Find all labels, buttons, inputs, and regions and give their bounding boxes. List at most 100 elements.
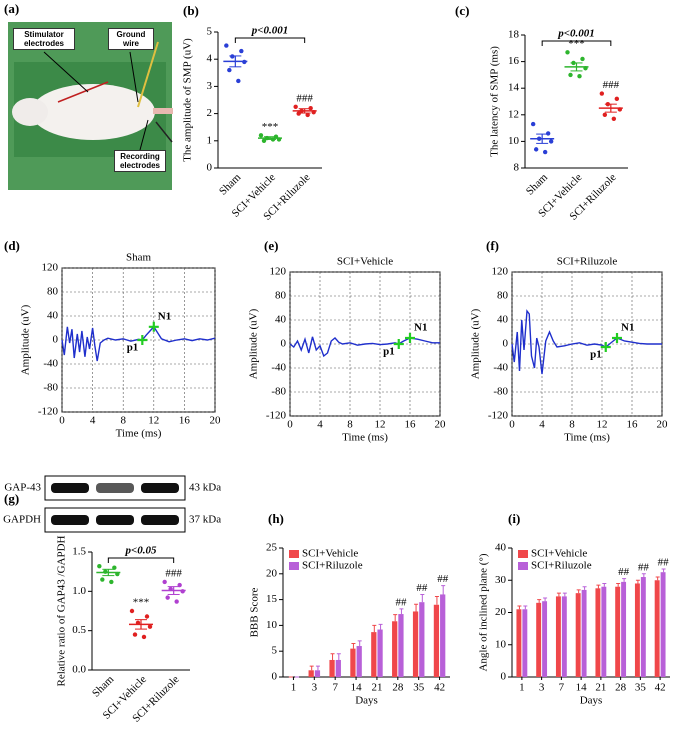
panel-label: (h)	[268, 511, 284, 526]
bar	[335, 659, 341, 677]
x-tick-label: 12	[148, 415, 159, 427]
panel-label: (i)	[508, 511, 520, 526]
error-bar	[309, 665, 314, 671]
tail	[153, 108, 173, 114]
data-point	[132, 632, 138, 637]
data-point	[239, 48, 244, 54]
peak-label: N1	[621, 322, 634, 334]
bar	[356, 646, 362, 677]
data-point	[97, 563, 102, 569]
row-label: GAP-43	[4, 482, 41, 494]
bar	[440, 594, 446, 677]
bar	[654, 580, 660, 677]
wire	[155, 121, 173, 143]
bar	[601, 586, 607, 677]
pointer	[43, 51, 89, 93]
bar	[377, 629, 383, 677]
y-axis-label: Angle of inclined plane (°)	[478, 553, 490, 671]
x-tick-label: 20	[210, 415, 222, 427]
x-tick-label: 7	[559, 682, 565, 694]
legend-swatch	[289, 550, 299, 558]
data-point	[129, 608, 135, 614]
x-axis-label: Days	[355, 695, 378, 707]
error-bar	[655, 576, 660, 581]
y-tick-label: 0	[207, 162, 213, 174]
x-tick-label: 0	[287, 419, 293, 431]
chart-title: SCI+Riluzole	[557, 256, 618, 268]
data-point	[577, 74, 582, 79]
panel-label: (f)	[486, 238, 499, 253]
x-tick-label: 20	[657, 419, 669, 431]
legend-label: SCI+Vehicle	[302, 548, 358, 560]
x-tick-label: 0	[59, 415, 65, 427]
x-tick-label: 42	[655, 682, 666, 694]
bar	[392, 621, 398, 677]
size-label: 43 kDa	[189, 482, 221, 494]
significance-label: ###	[165, 567, 182, 579]
data-point	[568, 72, 573, 78]
bar	[516, 609, 522, 677]
peak-label: N1	[414, 322, 427, 334]
wire	[57, 81, 109, 103]
significance-bracket	[107, 557, 175, 563]
data-point	[614, 96, 620, 102]
data-point	[103, 569, 108, 574]
error-bar	[562, 592, 567, 597]
y-tick-label: 8	[514, 162, 520, 174]
error-bar	[602, 582, 607, 587]
bar	[575, 593, 581, 677]
error-bar	[596, 584, 601, 589]
panel-label: (b)	[183, 3, 199, 18]
y-axis-label: The latency of SMP (ms)	[489, 46, 501, 157]
y-tick-label: 4	[207, 53, 213, 65]
legend-swatch	[289, 562, 299, 570]
x-tick-label: 14	[351, 682, 363, 694]
panel-label: (g)	[4, 491, 19, 506]
data-point	[599, 91, 605, 96]
x-tick-label: 8	[120, 415, 126, 427]
x-axis-label: Time (ms)	[342, 432, 388, 444]
panel-label: (d)	[4, 238, 20, 253]
data-point	[162, 579, 167, 585]
y-tick-label: 40	[275, 314, 287, 326]
trace	[511, 309, 662, 375]
y-tick-label: 5	[272, 645, 278, 657]
trace	[61, 325, 216, 362]
x-axis-label: Days	[580, 695, 603, 707]
error-bar	[582, 586, 587, 590]
significance-bracket	[234, 37, 306, 43]
x-tick-label: 4	[317, 419, 323, 431]
x-tick-label: 0	[509, 419, 515, 431]
significance-label: ###	[603, 79, 620, 91]
x-tick-label: Sham	[217, 171, 244, 198]
y-tick-label: -80	[43, 382, 58, 394]
y-axis-label: The amplitude of SMP (uV)	[182, 38, 194, 162]
x-tick-label: 7	[332, 682, 338, 694]
photo-annotation: Recording electrodes	[114, 150, 166, 172]
y-tick-label: 18	[508, 29, 520, 41]
y-axis-label: Amplitude (uV)	[20, 304, 32, 375]
legend-label: SCI+Riluzole	[531, 560, 592, 572]
peak-label: p1	[383, 346, 395, 358]
bar	[555, 596, 561, 677]
bar	[621, 581, 627, 677]
peak-marker	[393, 339, 404, 349]
bracket-label: p<0.001	[251, 25, 289, 37]
data-point	[542, 149, 548, 155]
photo-annotation: Stimulator electrodes	[13, 28, 75, 50]
y-tick-label: 0	[501, 671, 507, 683]
significance-label: ##	[416, 582, 428, 594]
y-tick-label: 16	[508, 55, 520, 67]
y-tick-label: 1.5	[72, 546, 86, 558]
data-point	[258, 133, 264, 138]
significance-label: ***	[133, 597, 150, 609]
y-tick-label: 10	[266, 619, 278, 631]
y-tick-label: 5	[207, 26, 213, 38]
bar	[398, 614, 404, 677]
peak-marker	[612, 333, 622, 343]
significance-label: ##	[638, 561, 650, 573]
rat-head	[12, 98, 48, 126]
y-tick-label: -120	[266, 410, 287, 422]
annotation-box: Stimulator electrodes	[13, 28, 75, 50]
x-axis-label: Time (ms)	[116, 428, 162, 440]
